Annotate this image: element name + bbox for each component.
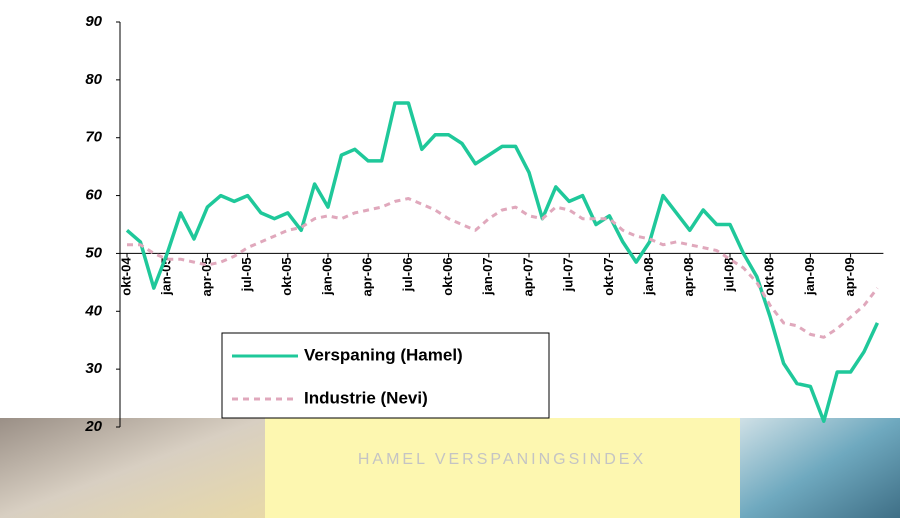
x-tick-label: okt-06 (440, 257, 455, 295)
banner-text: HAMEL VERSPANINGSINDEX (358, 451, 646, 468)
x-tick-label: jul-06 (400, 257, 415, 292)
y-tick-label: 60 (85, 187, 102, 204)
y-tick-label: 50 (85, 244, 102, 261)
banner: HAMEL VERSPANINGSINDEX (0, 418, 900, 518)
x-tick-label: jan-08 (641, 257, 656, 296)
y-tick-label: 30 (85, 360, 102, 377)
x-tick-label: okt-04 (118, 257, 133, 296)
x-tick-label: apr-07 (520, 257, 535, 296)
banner-right (740, 418, 900, 518)
legend-label: Verspaning (Hamel) (304, 345, 463, 364)
x-tick-label: jan-05 (159, 257, 174, 296)
y-tick-label: 80 (85, 71, 102, 88)
y-tick-label: 90 (85, 13, 102, 30)
x-tick-label: jan-09 (802, 257, 817, 296)
y-tick-label: 40 (84, 302, 102, 319)
banner-left (0, 418, 265, 518)
x-tick-label: jul-07 (561, 257, 576, 292)
chart: HAMEL VERSPANINGSINDEX 20 30 40 50 60 70 80 90 o… (0, 0, 900, 518)
x-tick-label: okt-05 (279, 257, 294, 295)
x-tick-label: jul-05 (239, 257, 254, 292)
x-tick-label: okt-07 (601, 257, 616, 295)
x-tick-label: jan-06 (319, 257, 334, 296)
legend-label: Industrie (Nevi) (304, 388, 428, 407)
x-tick-label: jan-07 (480, 257, 495, 296)
x-tick-label: apr-06 (360, 257, 375, 296)
x-tick-label: apr-09 (842, 257, 857, 296)
y-tick-label: 70 (85, 129, 102, 146)
y-tick-label: 20 (84, 418, 102, 435)
x-tick-label: apr-08 (681, 257, 696, 296)
x-tick-label: okt-08 (762, 257, 777, 295)
